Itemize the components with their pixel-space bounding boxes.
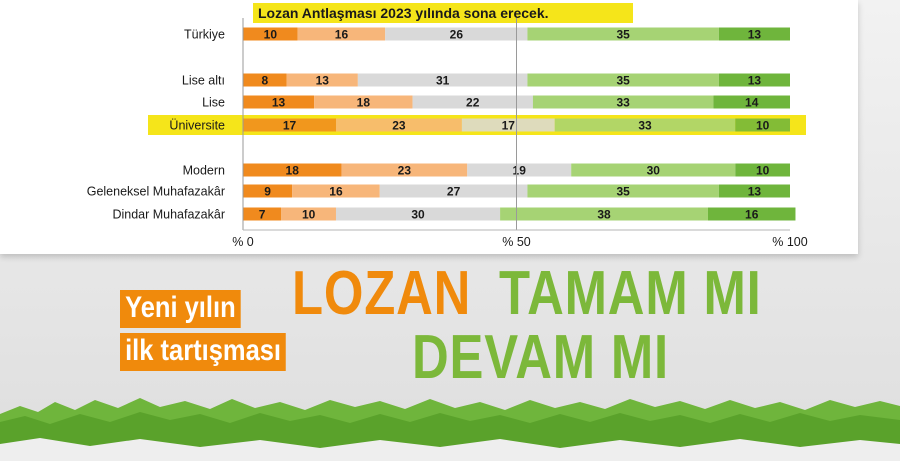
- data-label: 35: [616, 74, 630, 88]
- stacked-bar-chart: Lozan Antlaşması 2023 yılında sona erece…: [87, 3, 808, 249]
- data-label: 23: [392, 119, 406, 133]
- category-label: Lise altı: [182, 74, 225, 88]
- data-label: 16: [329, 185, 343, 199]
- data-label: 16: [745, 208, 759, 222]
- bar-segment: [243, 27, 298, 41]
- bar-segment: [532, 95, 714, 109]
- data-label: 17: [283, 119, 297, 133]
- data-label: 13: [272, 96, 286, 110]
- title-highlight: [253, 3, 633, 23]
- data-label: 7: [259, 208, 266, 222]
- bar-segment: [243, 207, 282, 221]
- bar-segment: [379, 184, 528, 198]
- data-label: 13: [748, 28, 762, 42]
- data-label: 19: [513, 164, 527, 178]
- bar-segment: [297, 27, 386, 41]
- bar-segment: [243, 118, 336, 132]
- bar-segment: [357, 73, 528, 87]
- bar-segment: [385, 27, 528, 41]
- subtitle-line-1: Yeni yılın: [120, 290, 241, 328]
- bar-segment: [527, 184, 719, 198]
- data-label: 30: [647, 164, 661, 178]
- data-label: 18: [357, 96, 371, 110]
- headline-devam-mi: DEVAM MI: [412, 323, 669, 392]
- data-label: 13: [748, 185, 762, 199]
- data-label: 16: [335, 28, 349, 42]
- bar-segment: [243, 184, 293, 198]
- x-tick-label: % 50: [502, 235, 531, 249]
- headline-lozan: LOZAN: [292, 259, 472, 328]
- bar-segment: [718, 184, 790, 198]
- data-label: 31: [436, 74, 450, 88]
- data-label: 35: [616, 28, 630, 42]
- bar-segment: [735, 163, 790, 177]
- x-tick-label: % 100: [772, 235, 807, 249]
- data-label: 14: [745, 96, 759, 110]
- bar-segment: [713, 95, 790, 109]
- data-label: 13: [748, 74, 762, 88]
- data-label: 33: [616, 96, 630, 110]
- data-label: 10: [756, 119, 770, 133]
- bar-segment: [341, 163, 468, 177]
- data-label: 38: [597, 208, 611, 222]
- data-label: 23: [398, 164, 412, 178]
- chart-panel: Lozan Antlaşması 2023 yılında sona erece…: [0, 0, 858, 254]
- bar-segment: [292, 184, 380, 198]
- data-label: 9: [264, 185, 271, 199]
- bar-segment: [243, 163, 342, 177]
- bar-segment: [281, 207, 336, 221]
- bar-segment: [707, 207, 796, 221]
- bar-segment: [718, 73, 790, 87]
- bar-segment: [554, 118, 736, 132]
- bar-segment: [571, 163, 736, 177]
- bar-segment: [335, 207, 501, 221]
- subtitle-line-2: ilk tartışması: [120, 333, 287, 371]
- bar-segment: [500, 207, 708, 221]
- bar-segment: [286, 73, 358, 87]
- grass-strip-decoration: [0, 398, 900, 461]
- category-label: Modern: [183, 164, 225, 178]
- bar-segment: [335, 118, 462, 132]
- category-label: Geleneksel Muhafazakâr: [87, 185, 225, 199]
- bar-segment: [243, 73, 287, 87]
- bar-segment: [718, 27, 790, 41]
- x-tick-label: % 0: [232, 235, 254, 249]
- data-label: 10: [756, 164, 770, 178]
- category-label: Lise: [202, 96, 225, 110]
- data-label: 8: [262, 74, 269, 88]
- bar-segment: [527, 27, 719, 41]
- bar-segment: [461, 118, 555, 132]
- chart-title: Lozan Antlaşması 2023 yılında sona erece…: [258, 5, 549, 21]
- data-label: 17: [502, 119, 516, 133]
- data-label: 30: [411, 208, 425, 222]
- data-label: 27: [447, 185, 461, 199]
- bar-segment: [735, 118, 790, 132]
- bar-segment: [527, 73, 719, 87]
- data-label: 18: [286, 164, 300, 178]
- data-label: 26: [450, 28, 464, 42]
- bar-segment: [467, 163, 572, 177]
- data-label: 22: [466, 96, 480, 110]
- headline-tamam-mi: TAMAM MI: [499, 259, 762, 328]
- bar-segment: [412, 95, 533, 109]
- category-label: Türkiye: [184, 28, 225, 42]
- bar-segment: [314, 95, 413, 109]
- subtitle-box: Yeni yılın ilk tartışması: [120, 290, 340, 376]
- data-label: 35: [616, 185, 630, 199]
- category-label: Dindar Muhafazakâr: [112, 208, 225, 222]
- data-label: 13: [316, 74, 330, 88]
- data-label: 10: [302, 208, 316, 222]
- data-label: 33: [638, 119, 652, 133]
- category-label: Üniversite: [169, 119, 225, 133]
- bar-segment: [243, 95, 315, 109]
- data-label: 10: [264, 28, 278, 42]
